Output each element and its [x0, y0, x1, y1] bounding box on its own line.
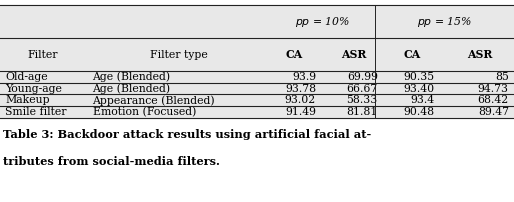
Text: 91.49: 91.49	[285, 107, 316, 117]
Text: 85: 85	[495, 72, 509, 82]
Text: 68.42: 68.42	[478, 95, 509, 105]
Text: 93.4: 93.4	[410, 95, 434, 105]
Text: 93.9: 93.9	[292, 72, 316, 82]
Text: Age (Blended): Age (Blended)	[93, 71, 171, 82]
Text: Age (Blended): Age (Blended)	[93, 83, 171, 94]
Text: CA: CA	[286, 49, 303, 60]
Text: 81.81: 81.81	[346, 107, 378, 117]
Text: Smile filter: Smile filter	[5, 107, 67, 117]
Text: 94.73: 94.73	[478, 83, 509, 94]
Text: 93.40: 93.40	[403, 83, 434, 94]
Text: Filter type: Filter type	[150, 49, 208, 60]
Text: 89.47: 89.47	[478, 107, 509, 117]
Text: CA: CA	[404, 49, 421, 60]
Text: ASR: ASR	[467, 49, 492, 60]
Text: 58.33: 58.33	[346, 95, 378, 105]
Text: Appearance (Blended): Appearance (Blended)	[93, 95, 215, 106]
Text: Old-age: Old-age	[5, 72, 48, 82]
Text: Table 3: Backdoor attack results using artificial facial at-: Table 3: Backdoor attack results using a…	[3, 129, 371, 140]
Text: 90.35: 90.35	[403, 72, 434, 82]
Text: 69.99: 69.99	[347, 72, 378, 82]
Text: tributes from social-media filters.: tributes from social-media filters.	[3, 156, 219, 166]
Text: Makeup: Makeup	[5, 95, 50, 105]
Bar	[0, 5, 514, 118]
Text: 66.67: 66.67	[346, 83, 378, 94]
Text: $pp$ = 10%: $pp$ = 10%	[295, 15, 350, 29]
Text: 90.48: 90.48	[403, 107, 434, 117]
Text: $pp$ = 15%: $pp$ = 15%	[417, 15, 472, 29]
Text: Emotion (Focused): Emotion (Focused)	[93, 107, 196, 117]
Text: Young-age: Young-age	[5, 83, 62, 94]
Text: 93.02: 93.02	[285, 95, 316, 105]
Text: ASR: ASR	[341, 49, 366, 60]
Text: 93.78: 93.78	[285, 83, 316, 94]
Text: Filter: Filter	[27, 49, 58, 60]
